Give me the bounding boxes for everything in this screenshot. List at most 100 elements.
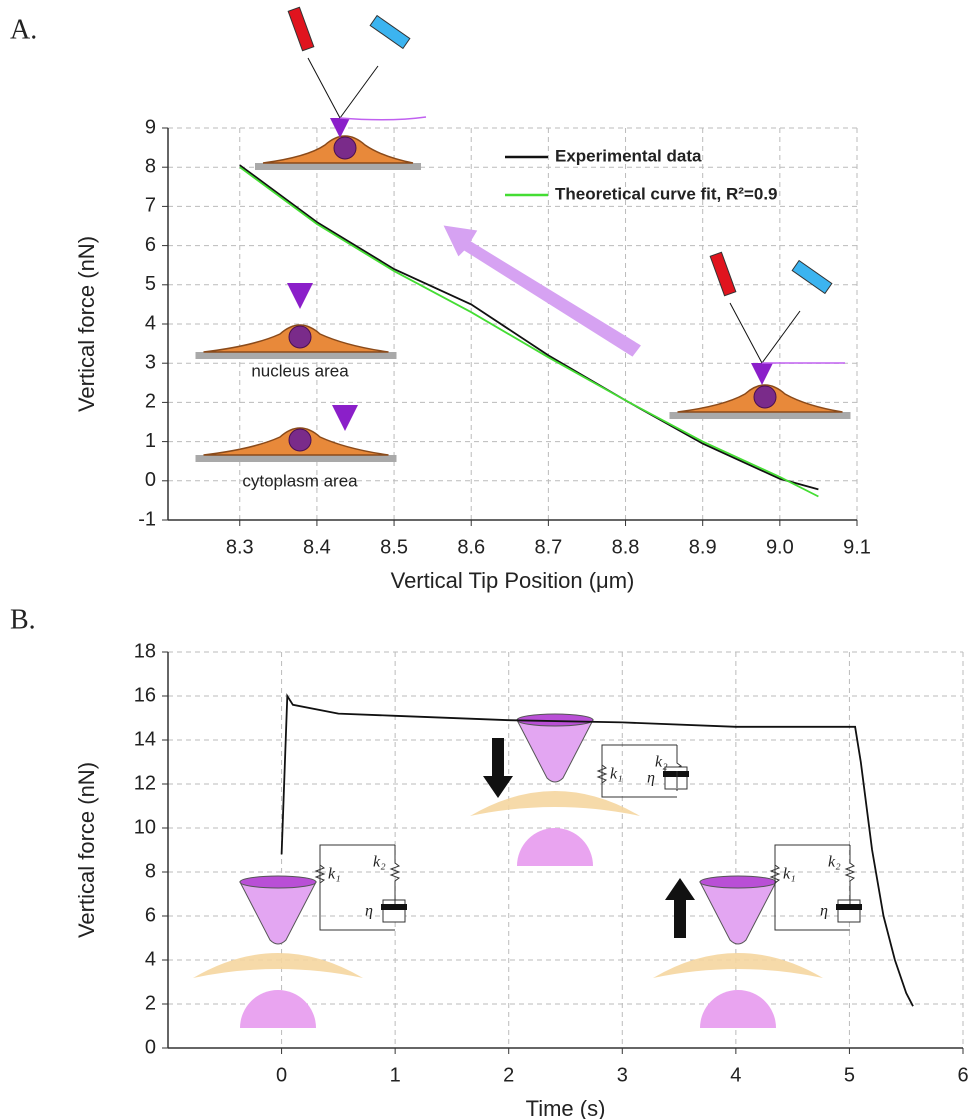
y-tick-label: 12 (134, 772, 156, 794)
afm-tip (751, 363, 773, 385)
dashpot-label: η (647, 770, 655, 787)
x-tick-label: 9.0 (766, 536, 794, 558)
laser-source (287, 6, 315, 52)
x-tick-label: 8.9 (689, 536, 717, 558)
y-tick-label: 3 (145, 351, 156, 373)
dashpot-label: η (820, 903, 828, 920)
dashpot-label: η (365, 903, 373, 920)
y-tick-label: 2 (145, 391, 156, 413)
cell-slice (193, 953, 363, 978)
panel-label: B. (10, 604, 36, 635)
x-axis-title: Time (s) (526, 1096, 606, 1119)
panel-label: A. (10, 14, 37, 45)
cell-illustration (669, 384, 851, 419)
photodetector (369, 14, 411, 50)
y-tick-label: -1 (138, 508, 156, 530)
x-tick-label: 9.1 (843, 536, 871, 558)
y-tick-label: 8 (145, 860, 156, 882)
data-line (280, 693, 914, 1007)
spring-label: k₂ (828, 854, 841, 871)
laser-source (709, 251, 737, 297)
y-tick-label: 4 (145, 948, 156, 970)
x-tick-label: 5 (844, 1064, 855, 1086)
x-tick-label: 8.5 (380, 536, 408, 558)
cone-tip (239, 881, 317, 945)
cell-slice (653, 953, 823, 978)
direction-arrow (665, 878, 695, 938)
nucleus-dome (700, 990, 776, 1028)
legend-label: Theoretical curve fit, R²=0.9 (555, 184, 778, 203)
cantilever (339, 116, 427, 121)
data-line (239, 166, 819, 498)
substrate (195, 352, 397, 359)
y-tick-label: 10 (134, 816, 156, 838)
cell-illustration (195, 427, 397, 462)
y-tick-label: 2 (145, 992, 156, 1014)
nucleus (333, 136, 357, 160)
annotation: nucleus area (251, 361, 349, 380)
spring-label: k₂ (373, 854, 386, 871)
laser-beam (729, 302, 763, 364)
nucleus-dome (517, 828, 593, 866)
spring (314, 864, 326, 884)
direction-arrow (443, 225, 641, 357)
x-tick-label: 8.7 (534, 536, 562, 558)
afm-tip (330, 118, 350, 138)
spring (389, 845, 401, 891)
x-tick-label: 4 (730, 1064, 741, 1086)
y-tick-label: 6 (145, 234, 156, 256)
direction-arrow (483, 738, 513, 798)
x-tick-label: 2 (503, 1064, 514, 1086)
y-tick-label: 0 (145, 469, 156, 491)
dashpot-piston (381, 904, 407, 910)
cone-top (239, 875, 317, 889)
dashpot (382, 899, 406, 923)
spring (769, 864, 781, 884)
x-tick-label: 8.6 (457, 536, 485, 558)
nucleus (753, 385, 777, 409)
y-tick-label: 14 (134, 728, 156, 750)
x-tick-label: 8.8 (612, 536, 640, 558)
x-tick-label: 8.3 (226, 536, 254, 558)
y-tick-label: 18 (134, 640, 156, 662)
dashpot-piston (836, 904, 862, 910)
x-tick-label: 8.4 (303, 536, 331, 558)
y-tick-label: 1 (145, 430, 156, 452)
x-axis-title: Vertical Tip Position (μm) (391, 568, 635, 593)
circuit-frame (774, 844, 850, 931)
y-tick-label: 6 (145, 904, 156, 926)
annotation: cytoplasm area (242, 471, 358, 490)
afm-tip (287, 283, 313, 309)
laser-beam (339, 65, 379, 119)
y-tick-label: 5 (145, 273, 156, 295)
y-tick-label: 8 (145, 155, 156, 177)
spring-label: k₁ (328, 866, 341, 883)
circuit-frame (601, 744, 677, 798)
nucleus-dome (240, 990, 316, 1028)
substrate (195, 455, 397, 462)
afm-tip (332, 405, 358, 431)
legend-label: Experimental data (555, 146, 702, 165)
x-tick-label: 6 (957, 1064, 968, 1086)
x-tick-label: 1 (390, 1064, 401, 1086)
cone-tip (699, 881, 777, 945)
laser-beam (761, 310, 801, 364)
x-tick-label: 3 (617, 1064, 628, 1086)
cell-illustration (255, 135, 421, 170)
y-tick-label: 4 (145, 312, 156, 334)
spring-label: k₁ (783, 866, 796, 883)
nucleus (288, 428, 312, 452)
dashpot (837, 899, 861, 923)
cell-slice (470, 791, 640, 816)
dashpot (664, 766, 688, 790)
cone-top (699, 875, 777, 889)
dashpot-piston (663, 771, 689, 777)
substrate (669, 412, 851, 419)
y-tick-label: 9 (145, 116, 156, 138)
y-tick-label: 0 (145, 1036, 156, 1058)
substrate (255, 163, 421, 170)
y-tick-label: 16 (134, 684, 156, 706)
laser-beam (307, 57, 341, 119)
